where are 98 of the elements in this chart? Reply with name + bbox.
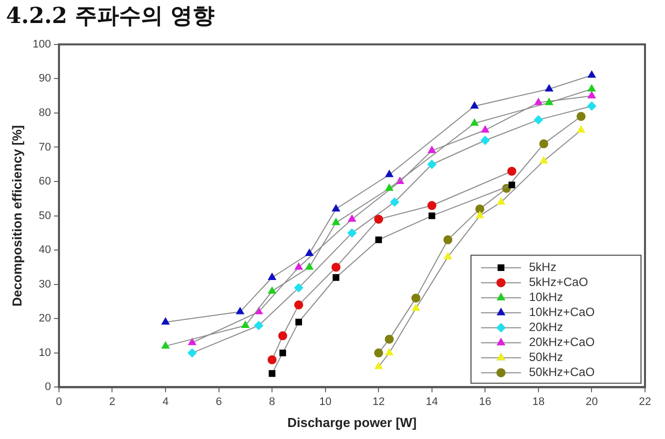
point [294, 300, 304, 310]
point [279, 350, 286, 356]
point [162, 318, 170, 325]
point [443, 235, 452, 244]
y-tick-label: 0 [44, 381, 51, 394]
y-tick-label: 100 [32, 38, 51, 50]
y-tick-label: 80 [38, 106, 51, 119]
point [588, 84, 596, 92]
point [331, 262, 340, 272]
x-tick-label: 2 [109, 396, 116, 408]
y-tick-label: 50 [38, 210, 51, 222]
point [332, 218, 340, 226]
point [254, 320, 264, 330]
y-tick-label: 40 [38, 244, 51, 256]
x-tick-label: 18 [532, 396, 545, 408]
legend-label: 10kHz [529, 290, 564, 304]
x-tick-label: 6 [216, 396, 222, 408]
point [545, 84, 554, 92]
point [534, 115, 543, 124]
point [444, 252, 452, 260]
chart-title: 4.2.2 주파수의 영향 [6, 2, 215, 29]
point [375, 236, 382, 244]
x-tick-label: 20 [586, 396, 598, 408]
point [385, 170, 394, 178]
legend-label: 50kHz [529, 350, 564, 364]
x-tick-label: 22 [638, 396, 652, 408]
point [470, 118, 478, 126]
y-tick-label: 20 [38, 312, 51, 325]
legend-label: 10kHz+CaO [529, 305, 595, 320]
y-tick-label: 60 [38, 176, 51, 188]
x-tick-label: 0 [56, 396, 62, 408]
point [539, 139, 548, 148]
legend-label: 20kHz+CaO [529, 335, 595, 350]
legend-label: 5kHz [529, 260, 556, 274]
point [347, 228, 356, 238]
point [268, 355, 277, 364]
point [428, 212, 436, 220]
point [385, 184, 394, 191]
point [427, 160, 436, 169]
point [278, 331, 288, 340]
point [294, 262, 303, 270]
y-tick-label: 70 [38, 141, 51, 154]
point [332, 204, 340, 212]
point [588, 70, 596, 78]
x-axis-title: Discharge power [W] [287, 414, 417, 430]
point [188, 348, 197, 358]
y-tick-label: 10 [38, 346, 51, 359]
point [411, 294, 420, 303]
x-tick-label: 10 [319, 396, 332, 408]
point [412, 304, 420, 311]
point [385, 348, 394, 356]
point [576, 112, 586, 121]
point [384, 334, 394, 344]
point [254, 307, 263, 314]
point [428, 146, 436, 154]
x-tick-label: 16 [479, 396, 492, 408]
point [540, 156, 548, 164]
point [268, 286, 276, 294]
point [332, 274, 340, 281]
y-tick-label: 90 [38, 72, 51, 85]
point [587, 102, 596, 111]
point [507, 166, 516, 176]
point [188, 338, 196, 346]
point [236, 307, 244, 314]
point [374, 214, 384, 224]
point [268, 273, 276, 280]
x-tick-label: 12 [372, 396, 385, 408]
legend-label: 5kHz+CaO [529, 275, 588, 290]
point [374, 362, 383, 370]
point [268, 370, 276, 377]
point [162, 342, 170, 349]
point [475, 204, 484, 214]
point [305, 249, 314, 256]
y-axis-title: Decomposition efficiency [%] [9, 125, 24, 306]
point [295, 318, 302, 326]
point [348, 214, 356, 222]
point [497, 198, 506, 205]
point [534, 98, 542, 106]
point [470, 102, 478, 109]
point [577, 126, 586, 133]
point [545, 98, 554, 106]
x-tick-label: 14 [426, 396, 438, 408]
point [390, 198, 400, 207]
legend-label: 20kHz [529, 320, 564, 334]
point [427, 201, 436, 210]
point [241, 320, 250, 328]
point [480, 136, 490, 145]
legend-label: 50kHz+CaO [529, 365, 595, 380]
point [476, 211, 484, 218]
point [481, 126, 490, 133]
y-tick-label: 30 [38, 278, 51, 290]
point [588, 91, 596, 98]
point [305, 262, 314, 270]
x-tick-label: 8 [269, 396, 276, 408]
point [294, 283, 304, 292]
point [374, 348, 384, 358]
x-tick-label: 4 [162, 396, 169, 408]
point [508, 182, 516, 188]
